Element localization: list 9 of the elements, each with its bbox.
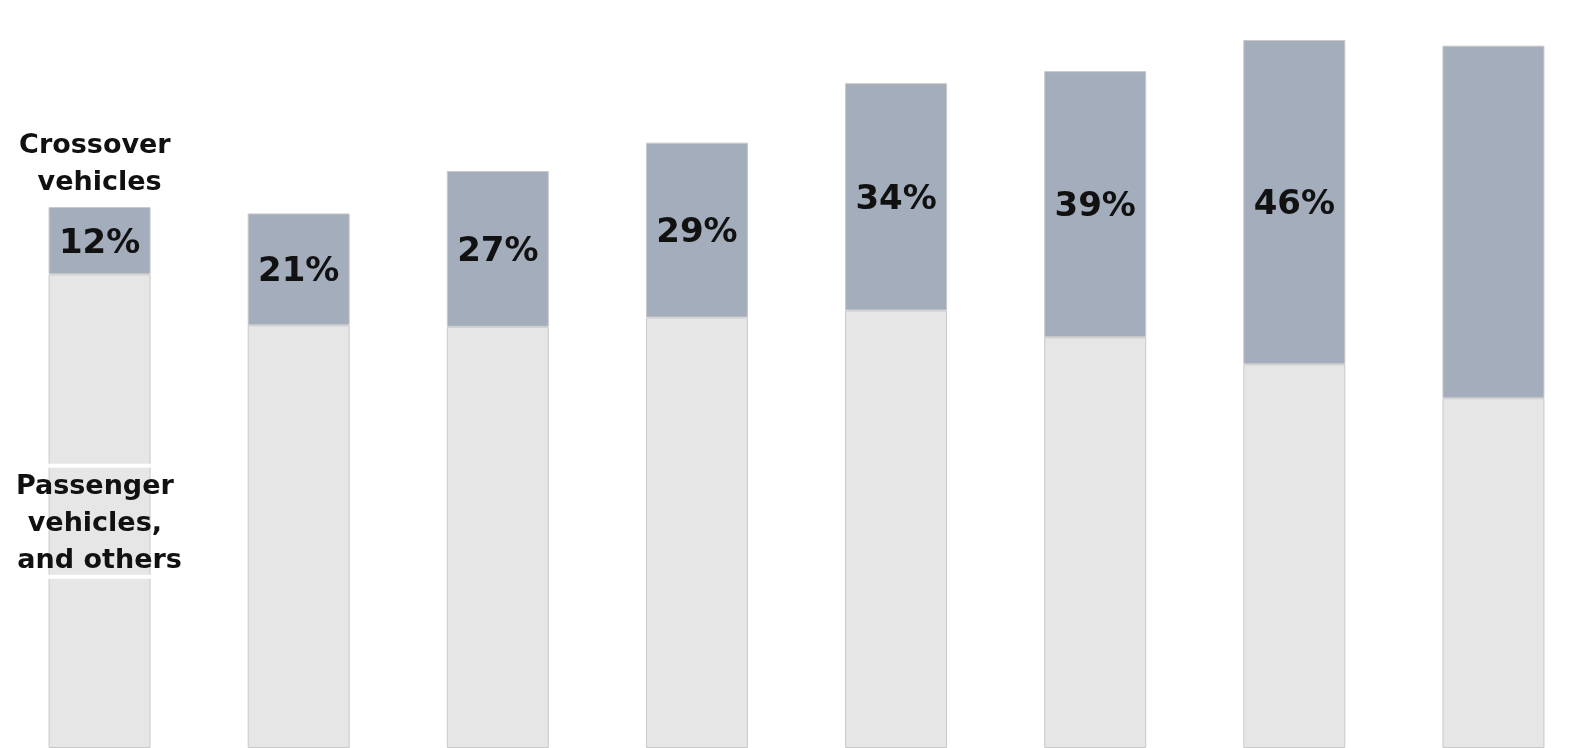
- annotation: 46%: [1253, 182, 1336, 223]
- annotation: 21%: [257, 249, 340, 290]
- series-label: Crossover vehicles: [19, 128, 181, 197]
- annotation: 39%: [1054, 184, 1136, 225]
- annotation: 12%: [58, 220, 141, 261]
- annotation: 34%: [855, 176, 937, 217]
- annotation: 27%: [457, 228, 539, 269]
- series-label: Passenger vehicles, and others: [15, 468, 184, 574]
- annotation: 29%: [656, 210, 738, 251]
